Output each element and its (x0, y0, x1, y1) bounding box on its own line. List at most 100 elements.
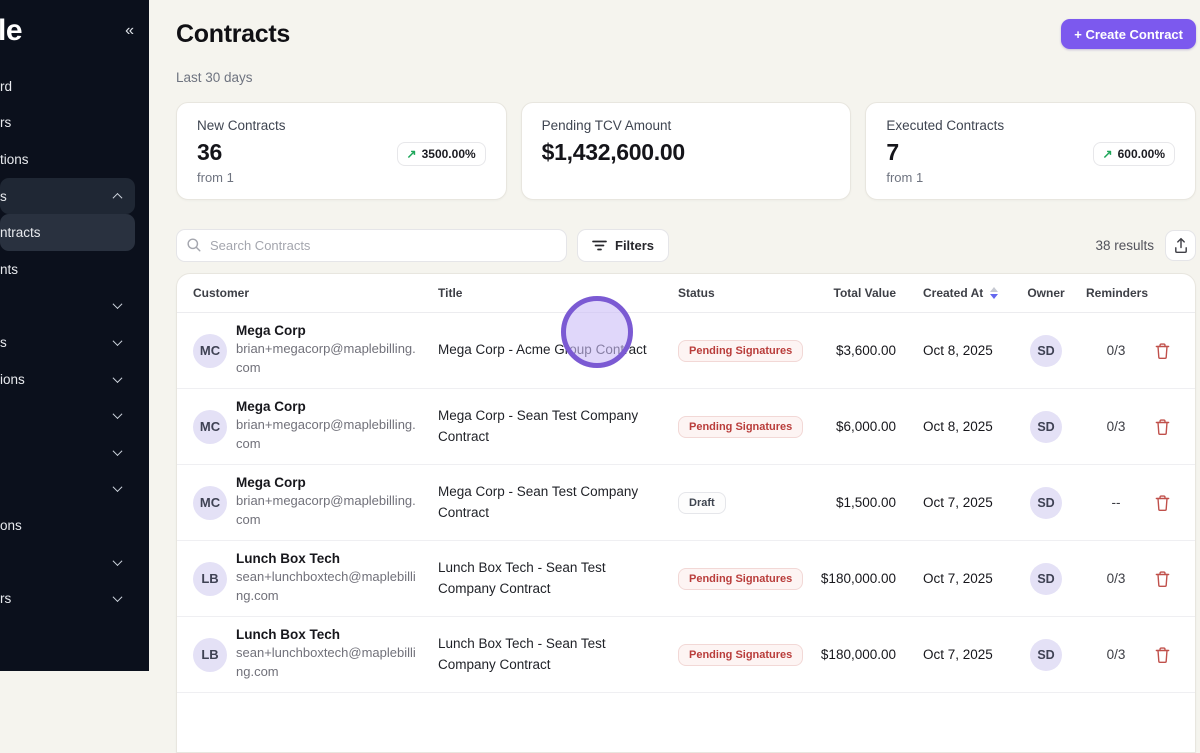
reminders-count: -- (1111, 495, 1121, 510)
status-badge: Pending Signatures (678, 643, 804, 666)
total-value: $180,000.00 (820, 647, 896, 662)
sidebar-item-label: s (0, 188, 7, 204)
customer-email: brian+megacorp@maplebilling.com (236, 417, 416, 451)
customer-cell: LB Lunch Box Tech sean+lunchboxtech@mapl… (193, 551, 438, 606)
sidebar-item[interactable]: s (0, 177, 135, 215)
chevron-down-icon (112, 299, 123, 310)
table-toolbar: Filters 38 results (176, 229, 1196, 262)
col-customer: Customer (193, 286, 250, 300)
stat-card-pending-tcv: Pending TCV Amount $1,432,600.00 (520, 102, 852, 200)
sidebar-item[interactable]: rd (0, 68, 149, 105)
period-label: Last 30 days (176, 70, 253, 85)
sidebar-item[interactable] (0, 471, 149, 508)
delete-button[interactable] (1152, 416, 1173, 438)
export-button[interactable] (1165, 230, 1196, 261)
trend-value: 3500.00% (421, 147, 476, 161)
stat-value: 36 (197, 139, 222, 165)
sidebar-item[interactable] (0, 288, 149, 325)
total-value: $6,000.00 (835, 419, 896, 434)
total-value: $1,500.00 (835, 495, 896, 510)
actions-cell (1146, 416, 1179, 438)
chevron-down-icon (112, 445, 123, 456)
create-contract-button[interactable]: + Create Contract (1061, 19, 1196, 49)
sidebar-item[interactable] (0, 434, 149, 471)
col-created-at[interactable]: Created At (896, 286, 1006, 300)
stat-sub: from 1 (197, 170, 234, 185)
sidebar-item-label: s (0, 334, 7, 350)
stats-row: New Contracts 36 from 1 ↗ 3500.00% Pendi… (176, 102, 1196, 200)
contracts-table: Customer Title Status Total Value Create… (176, 273, 1196, 753)
stat-label: Pending TCV Amount (541, 118, 672, 133)
status-cell: Pending Signatures (678, 339, 804, 362)
sidebar-item[interactable]: ons (0, 507, 149, 544)
status-badge: Pending Signatures (678, 567, 804, 590)
chevron-down-icon (112, 409, 123, 420)
stat-label: Executed Contracts (886, 118, 1005, 133)
sidebar-nav: rd rs tions s ntracts nts s ions ons (0, 62, 149, 617)
stat-card-executed-contracts: Executed Contracts 7 from 1 ↗ 600.00% (865, 102, 1196, 200)
customer-avatar: MC (193, 333, 227, 368)
main-content: Contracts + Create Contract Last 30 days… (149, 0, 1200, 753)
table-row[interactable]: MC Mega Corp brian+megacorp@maplebilling… (177, 313, 1195, 389)
filters-label: Filters (615, 238, 655, 253)
sidebar-item-label: ons (0, 517, 22, 533)
sidebar-item[interactable] (0, 397, 149, 434)
owner-avatar: SD (1030, 562, 1062, 595)
table-body: MC Mega Corp brian+megacorp@maplebilling… (177, 313, 1195, 693)
customer-avatar: LB (193, 637, 227, 672)
table-row[interactable]: LB Lunch Box Tech sean+lunchboxtech@mapl… (177, 541, 1195, 617)
reminders-count: 0/3 (1106, 571, 1126, 586)
trend-up-icon: ↗ (406, 147, 417, 161)
customer-cell: MC Mega Corp brian+megacorp@maplebilling… (193, 475, 438, 530)
sidebar-item[interactable]: nts (0, 251, 149, 288)
contract-title: Mega Corp - Sean Test Company Contract (438, 483, 639, 520)
sidebar-item[interactable] (0, 544, 149, 581)
sidebar-item[interactable]: s (0, 324, 149, 361)
sort-icon[interactable] (990, 287, 999, 299)
customer-name: Mega Corp (236, 323, 306, 339)
sidebar-collapse-icon[interactable]: « (125, 22, 134, 39)
created-at: Oct 8, 2025 (923, 343, 993, 358)
search-icon (186, 237, 202, 258)
customer-avatar: MC (193, 485, 227, 520)
chevron-down-icon (112, 592, 123, 603)
chevron-down-icon (112, 336, 123, 346)
created-at: Oct 7, 2025 (923, 647, 993, 662)
search-input[interactable] (176, 229, 567, 262)
sidebar-item-label: nts (0, 261, 19, 277)
sidebar-item-label: ntracts (0, 225, 41, 241)
sidebar-item-label: rd (0, 78, 13, 94)
chevron-down-icon (112, 372, 123, 383)
sidebar-item[interactable]: ions (0, 361, 149, 398)
sidebar-item[interactable]: ntracts (0, 214, 135, 251)
owner-avatar: SD (1030, 638, 1062, 671)
sidebar-item[interactable]: rs (0, 105, 149, 142)
delete-button[interactable] (1152, 340, 1173, 362)
status-cell: Pending Signatures (678, 567, 804, 590)
table-row[interactable]: LB Lunch Box Tech sean+lunchboxtech@mapl… (177, 617, 1195, 693)
delete-button[interactable] (1152, 568, 1173, 590)
sidebar-item-label: rs (0, 115, 12, 131)
stat-label: New Contracts (197, 118, 286, 133)
sidebar-item-label: tions (0, 151, 29, 167)
sort-down-icon (990, 294, 999, 299)
delete-button[interactable] (1152, 492, 1173, 514)
reminders-count: 0/3 (1106, 419, 1126, 434)
customer-email: sean+lunchboxtech@maplebilling.com (236, 569, 416, 603)
table-row[interactable]: MC Mega Corp brian+megacorp@maplebilling… (177, 465, 1195, 541)
table-row[interactable]: MC Mega Corp brian+megacorp@maplebilling… (177, 389, 1195, 465)
sidebar-item[interactable]: rs (0, 580, 149, 617)
trash-icon (1155, 342, 1170, 359)
status-cell: Pending Signatures (678, 643, 804, 666)
contract-title: Mega Corp - Sean Test Company Contract (438, 407, 639, 444)
customer-email: sean+lunchboxtech@maplebilling.com (236, 645, 416, 679)
table-header: Customer Title Status Total Value Create… (177, 274, 1195, 313)
customer-name: Mega Corp (236, 399, 306, 415)
customer-avatar: LB (193, 561, 227, 596)
trash-icon (1155, 570, 1170, 587)
sidebar-item[interactable]: tions (0, 141, 149, 178)
delete-button[interactable] (1152, 644, 1173, 666)
owner-cell: SD (1006, 334, 1086, 367)
status-cell: Draft (678, 491, 796, 514)
filters-button[interactable]: Filters (577, 229, 670, 262)
